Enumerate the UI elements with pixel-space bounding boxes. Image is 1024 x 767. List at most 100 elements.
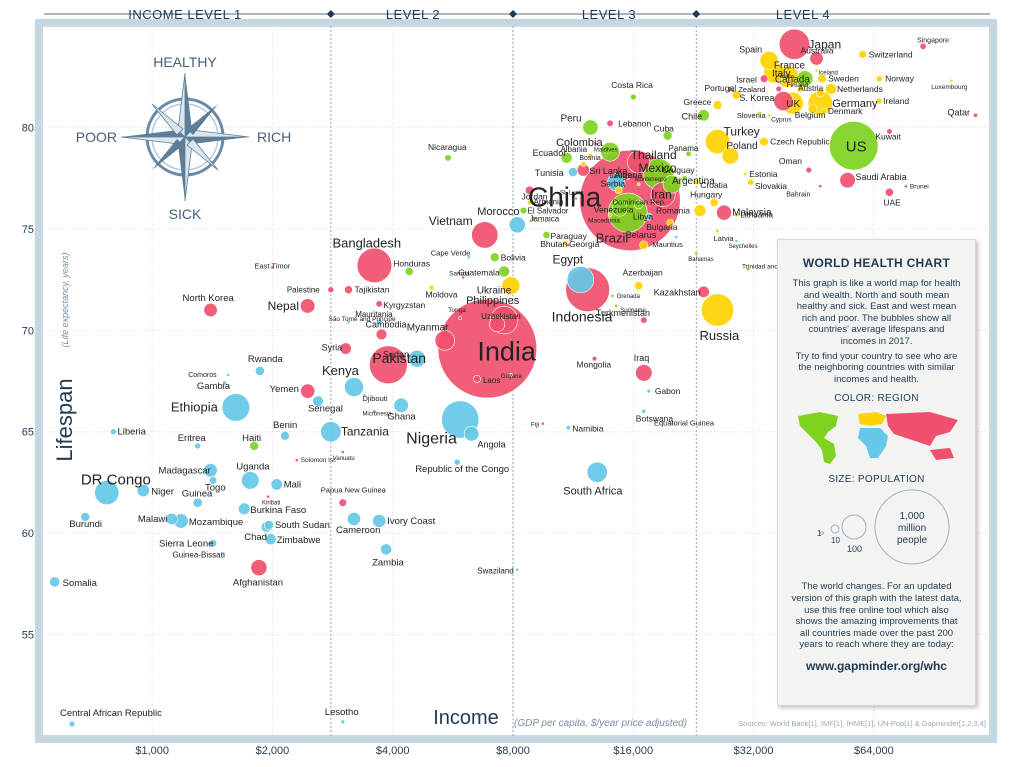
bubble-uae[interactable]: [884, 187, 894, 197]
bubble-macedonia[interactable]: [607, 212, 613, 217]
bubble-ethiopia[interactable]: [221, 393, 251, 422]
bubble-myanmar[interactable]: [434, 330, 455, 351]
bubble-republic-of-the-congo[interactable]: [453, 458, 461, 466]
bubble-st-lucia[interactable]: [574, 196, 578, 201]
bubble-sweden[interactable]: [817, 74, 827, 84]
bubble-estonia[interactable]: [743, 172, 748, 176]
bubble-ireland[interactable]: [875, 97, 883, 105]
bubble-cameroon[interactable]: [347, 512, 361, 526]
bubble-sudan[interactable]: [408, 349, 426, 368]
bubble-liberia[interactable]: [110, 428, 117, 435]
bubble-armenia[interactable]: [526, 199, 533, 206]
bubble-saudi-arabia[interactable]: [839, 172, 856, 189]
bubble-malawi[interactable]: [165, 512, 178, 525]
bubble-serbia[interactable]: [614, 186, 623, 195]
bubble-grenada[interactable]: [610, 293, 615, 298]
bubble-tunisia[interactable]: [568, 167, 578, 177]
bubble-qatar[interactable]: [973, 112, 979, 118]
bubble-bosnia[interactable]: [580, 161, 587, 167]
bubble-singapore[interactable]: [919, 42, 927, 50]
bubble-tanzania[interactable]: [320, 421, 342, 443]
bubble-senegal[interactable]: [312, 395, 324, 407]
bubble-denmark[interactable]: [820, 107, 828, 115]
bubble-central-african-republic[interactable]: [68, 720, 76, 728]
bubble-czech-republic[interactable]: [759, 136, 769, 147]
bubble-lithuania[interactable]: [733, 212, 740, 218]
bubble-dr-congo[interactable]: [94, 480, 120, 506]
bubble-venezuela[interactable]: [611, 200, 628, 217]
bubble-micronesia[interactable]: [372, 409, 377, 414]
bubble-slovakia[interactable]: [747, 178, 755, 186]
bubble-mali[interactable]: [270, 478, 283, 491]
bubble-cyprus[interactable]: [767, 113, 772, 118]
bubble-azerbaijan[interactable]: [634, 281, 644, 291]
bubble-hungary[interactable]: [709, 197, 719, 207]
bubble-maldives[interactable]: [594, 141, 598, 146]
bubble-netherlands[interactable]: [825, 83, 837, 95]
bubble-iceland[interactable]: [814, 68, 819, 73]
bubble-bangladesh[interactable]: [356, 247, 393, 284]
bubble-kuwait[interactable]: [886, 128, 893, 135]
bubble-bahrain[interactable]: [818, 184, 823, 189]
bubble-suriname[interactable]: [614, 304, 619, 308]
bubble-samoa[interactable]: [461, 275, 465, 280]
bubble-togo[interactable]: [208, 476, 218, 485]
bubble-sierra-leone[interactable]: [208, 539, 218, 548]
bubble-kiribati[interactable]: [266, 494, 270, 499]
bubble-equatorial-guinea[interactable]: [670, 421, 674, 426]
bubble-albania[interactable]: [587, 153, 594, 159]
bubble-canada[interactable]: [796, 70, 814, 88]
bubble-south-africa[interactable]: [586, 461, 608, 483]
bubble-guyana[interactable]: [508, 373, 513, 377]
bubble-gambia[interactable]: [222, 380, 228, 386]
bubble-paraguay[interactable]: [542, 231, 551, 239]
bubble-thailand[interactable]: [627, 150, 651, 174]
bubble-bolivia[interactable]: [489, 252, 500, 263]
bubble-eritrea[interactable]: [194, 442, 202, 450]
bubble-east-timor[interactable]: [270, 265, 275, 270]
bubble-zimbabwe[interactable]: [264, 533, 277, 546]
bubble-libya[interactable]: [645, 212, 653, 221]
bubble-jamaica[interactable]: [530, 216, 537, 222]
bubble-slovenia[interactable]: [756, 110, 762, 116]
bubble-norway[interactable]: [875, 75, 883, 83]
bubble-comoros[interactable]: [226, 373, 231, 377]
bubble-belgium[interactable]: [807, 104, 818, 115]
bubble-brunei[interactable]: [904, 184, 908, 189]
bubble-somalia[interactable]: [49, 576, 60, 588]
bubble-papua-new-guinea[interactable]: [338, 498, 347, 507]
bubble-seychelles[interactable]: [734, 239, 739, 243]
bubble-vietnam[interactable]: [471, 221, 499, 249]
bubble-cuba[interactable]: [662, 130, 673, 141]
bubble-namibia[interactable]: [565, 425, 571, 431]
bubble-egypt[interactable]: [566, 265, 595, 294]
bubble-burkina-faso[interactable]: [238, 502, 251, 515]
bubble-trinidad-and-tobago[interactable]: [746, 267, 750, 272]
bubble-oman[interactable]: [805, 166, 813, 174]
bubble-south-sudan[interactable]: [263, 520, 274, 531]
bubble-malta[interactable]: [781, 78, 786, 83]
bubble-croatia[interactable]: [693, 179, 700, 186]
bubble-guinea-bissau[interactable]: [220, 551, 225, 556]
bubble-n-zealand[interactable]: [775, 85, 782, 93]
bubble-angola[interactable]: [463, 426, 480, 442]
bubble-greece[interactable]: [712, 100, 723, 110]
bubble-jordan[interactable]: [525, 185, 535, 195]
bubble-ukraine[interactable]: [501, 276, 521, 296]
bubble-mongolia[interactable]: [591, 356, 598, 362]
bubble-bulgaria[interactable]: [666, 218, 675, 227]
bubble-nepal[interactable]: [300, 298, 316, 314]
bubble-kyrgyzstan[interactable]: [375, 300, 383, 308]
bubble-latvia[interactable]: [715, 228, 720, 234]
bubble-djibouti[interactable]: [362, 393, 367, 398]
bubble-mauritius[interactable]: [674, 235, 679, 239]
bubble-gabon[interactable]: [646, 388, 652, 394]
bubble-zambia[interactable]: [380, 543, 392, 556]
bubble-pakistan[interactable]: [369, 345, 408, 385]
bubble-afghanistan[interactable]: [250, 559, 268, 577]
bubble-austria[interactable]: [815, 88, 825, 98]
bubble-ecuador[interactable]: [560, 152, 573, 164]
bubble-malaysia[interactable]: [716, 204, 732, 221]
bubble-tonga[interactable]: [458, 316, 463, 321]
bubble-turkmenistan[interactable]: [640, 316, 648, 324]
